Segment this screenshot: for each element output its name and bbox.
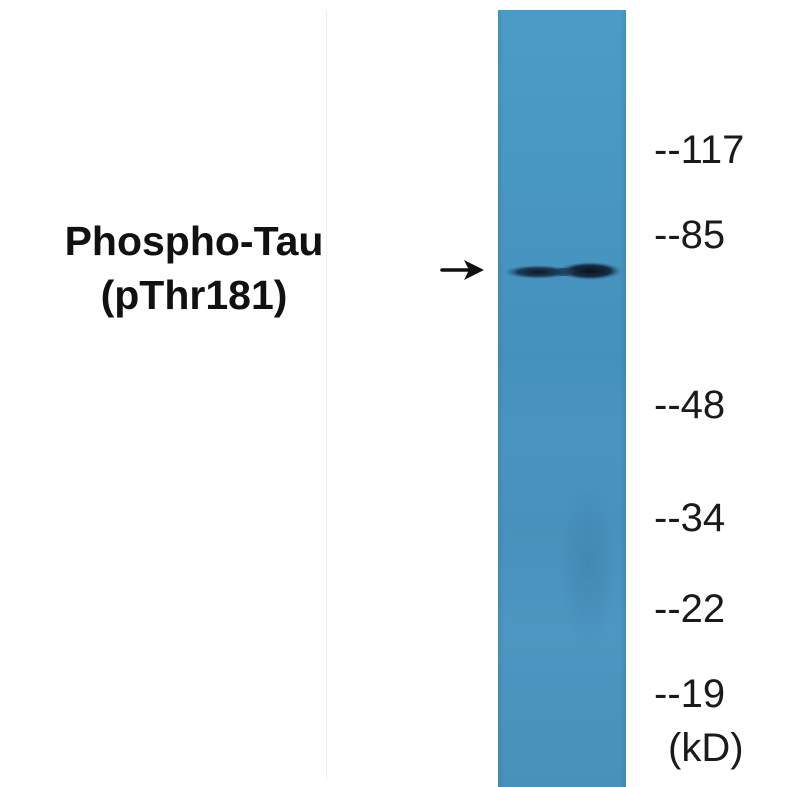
- lane-edge-left: [498, 10, 504, 787]
- protein-label: Phospho-Tau (pThr181): [14, 214, 374, 322]
- mw-marker-19: --19: [654, 672, 726, 716]
- lane-smear: [558, 480, 618, 650]
- mw-marker-22: --22: [654, 587, 726, 631]
- mw-marker-34: --34: [654, 496, 726, 540]
- unit-label: (kD): [668, 726, 744, 770]
- phospho-site: (pThr181): [100, 272, 288, 318]
- panel-divider: [326, 10, 327, 780]
- protein-name: Phospho-Tau: [64, 218, 324, 264]
- mw-marker-85: --85: [654, 213, 726, 257]
- mw-marker-48: --48: [654, 383, 726, 427]
- mw-marker-117: --117: [654, 128, 745, 172]
- blot-lane: [498, 10, 626, 787]
- lane-edge-right: [620, 10, 626, 787]
- arrow-right-icon: [440, 260, 484, 280]
- protein-band: [504, 262, 622, 280]
